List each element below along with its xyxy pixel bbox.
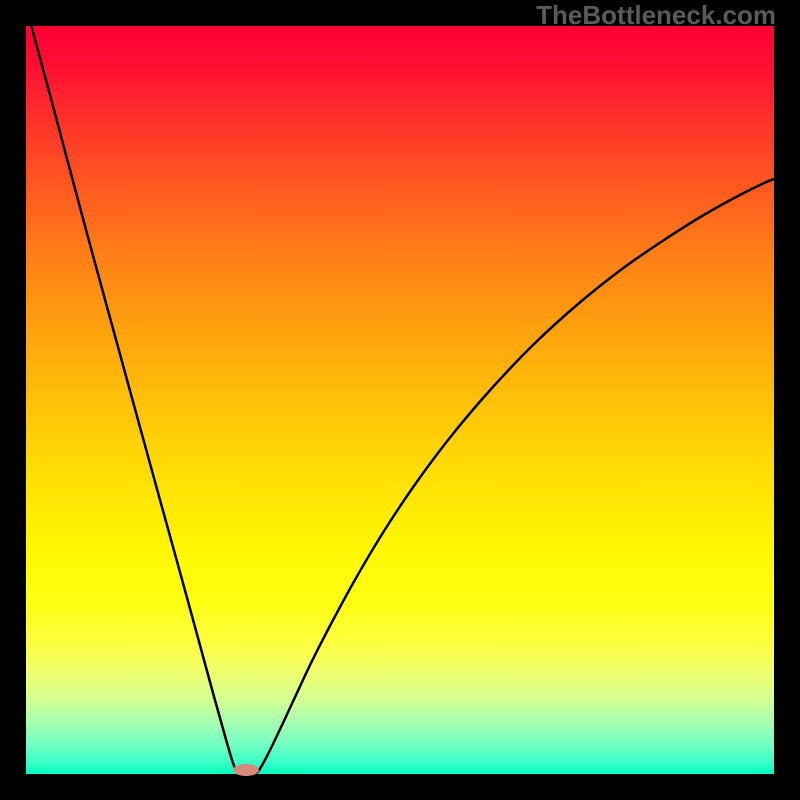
watermark-text: TheBottleneck.com bbox=[536, 0, 776, 31]
gradient-plot-area bbox=[26, 26, 774, 774]
chart-container: TheBottleneck.com bbox=[0, 0, 800, 800]
